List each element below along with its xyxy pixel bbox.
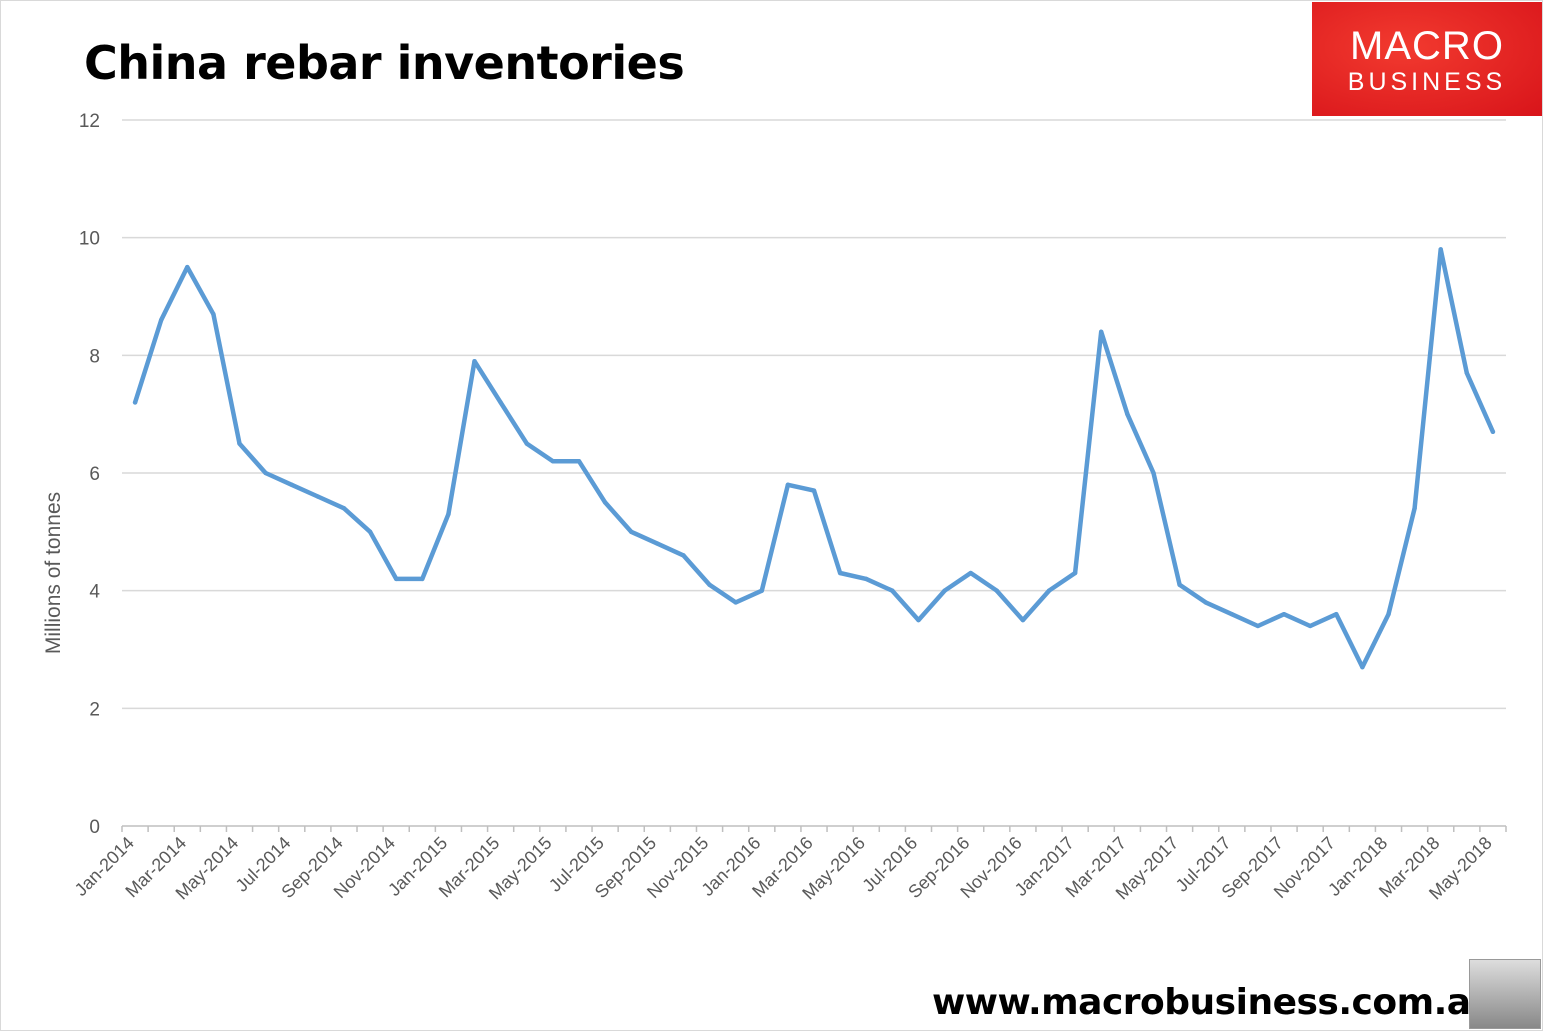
data-point [185,264,190,270]
data-point [498,400,503,405]
data-point [811,488,817,493]
y-tick-label: 2 [89,699,100,720]
y-tick-label: 0 [89,817,100,838]
series-line [132,247,1496,670]
y-tick-label: 4 [89,582,100,603]
data-point [890,588,895,593]
data-point [420,576,425,582]
data-point [1229,612,1235,617]
data-point [315,494,321,499]
data-point [707,582,712,587]
data-point [1255,623,1261,629]
data-point [942,588,947,593]
wolf-logo-icon [1469,959,1541,1029]
data-point [1490,429,1496,435]
data-point [916,617,921,623]
data-point [785,482,791,487]
data-point [132,400,138,405]
data-point [864,576,869,582]
data-point [1412,506,1417,511]
data-point [1072,570,1078,576]
data-point [1438,247,1443,252]
data-point [681,553,686,558]
data-point [1464,370,1470,376]
y-tick-label: 10 [79,229,100,250]
data-point [1020,617,1026,623]
footer-url: www.macrobusiness.com.au [932,982,1496,1023]
data-point [602,500,608,505]
y-tick-label: 8 [89,346,100,367]
data-point [1334,612,1339,617]
data-point [994,588,999,593]
data-point [263,470,268,476]
data-point [1099,329,1104,334]
data-point [550,459,556,464]
data-point [367,529,373,535]
logo-line1: MACRO [1350,24,1504,68]
data-point [1386,612,1391,617]
data-point [472,359,477,364]
data-point [629,529,634,535]
data-point [158,317,164,323]
data-point [655,541,660,546]
data-point [1177,582,1182,587]
data-point [968,570,973,576]
data-point [237,441,242,446]
data-point [289,482,294,487]
data-point [1307,623,1313,629]
data-point [524,441,529,446]
data-point [1125,411,1130,417]
data-point [1203,600,1208,605]
y-tick-label: 12 [79,111,100,132]
data-point [393,576,399,582]
logo-line2: BUSINESS [1347,68,1507,96]
data-point [1281,612,1287,617]
chart-title: China rebar inventories [84,36,685,90]
data-point [211,311,216,317]
data-point [1151,470,1156,476]
y-tick-label: 6 [89,464,100,485]
data-point [446,511,451,517]
data-point [1046,588,1052,593]
macrobusiness-logo: MACRO BUSINESS [1312,2,1542,116]
data-point [759,588,764,593]
data-point [733,600,738,605]
data-point [576,459,582,464]
data-point [1360,664,1365,670]
data-point [341,506,347,511]
data-point [837,570,843,576]
y-axis-label: Millions of tonnes [42,492,65,654]
